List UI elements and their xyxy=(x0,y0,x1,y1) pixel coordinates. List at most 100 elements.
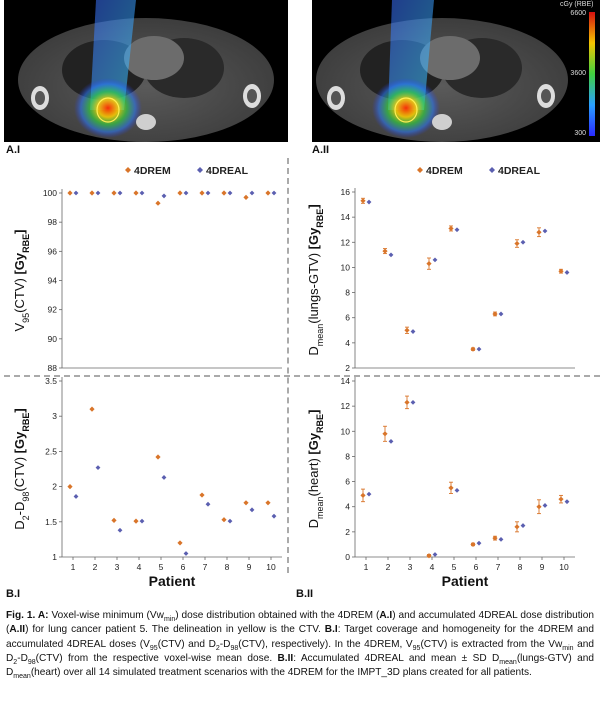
x-tick-label: 4 xyxy=(137,562,142,572)
y-tick-label: 10 xyxy=(341,262,351,272)
x-tick-label: 1 xyxy=(364,562,369,572)
x-tick-label: 6 xyxy=(474,562,479,572)
y-tick-label: 2 xyxy=(52,482,57,492)
data-point-4dreal xyxy=(366,199,372,205)
x-tick-label: 6 xyxy=(181,562,186,572)
y-tick-label: 14 xyxy=(341,212,351,222)
data-point-4dreal xyxy=(432,552,438,557)
data-point-4dreal xyxy=(476,540,482,546)
x-tick-label: 10 xyxy=(266,562,276,572)
data-point-4drem xyxy=(448,485,454,491)
y-tick-label: 100 xyxy=(43,188,57,198)
y-axis-label: V95(CTV) [GyRBE] xyxy=(12,230,31,332)
data-point-4dreal xyxy=(564,270,570,275)
x-axis-title: Patient xyxy=(149,573,196,589)
x-tick-label: 1 xyxy=(71,562,76,572)
x-tick-label: 9 xyxy=(540,562,545,572)
colorbar-tick: 3600 xyxy=(570,70,586,77)
data-point-4drem xyxy=(133,518,139,524)
data-point-4drem xyxy=(177,540,183,546)
data-point-4dreal xyxy=(249,190,255,196)
data-point-4drem xyxy=(360,198,366,204)
data-point-4drem xyxy=(111,190,117,196)
data-point-4dreal xyxy=(73,494,79,499)
x-tick-label: 3 xyxy=(408,562,413,572)
x-tick-label: 10 xyxy=(559,562,569,572)
legend-label-4dreal: 4DREAL xyxy=(206,165,249,177)
legend-marker-4dreal xyxy=(489,167,495,173)
data-point-4dreal xyxy=(161,475,167,480)
data-point-4drem xyxy=(67,484,73,490)
x-tick-label: 2 xyxy=(93,562,98,572)
data-point-4dreal xyxy=(520,239,526,245)
ct-dose-image-a2: cGy (RBE) 6600 3600 300 xyxy=(312,0,600,142)
data-point-4drem xyxy=(382,431,388,437)
data-point-4drem xyxy=(514,240,520,247)
dose-hotspot xyxy=(372,78,440,138)
y-tick-label: 1.5 xyxy=(45,517,57,527)
dose-hotspot xyxy=(74,78,142,138)
data-point-4dreal xyxy=(498,537,504,542)
legend-label-4dreal: 4DREAL xyxy=(498,165,541,177)
data-point-4dreal xyxy=(410,329,416,334)
data-point-4dreal xyxy=(249,507,255,513)
data-point-4drem xyxy=(133,190,139,196)
y-tick-label: 88 xyxy=(48,363,58,373)
data-point-4drem xyxy=(426,261,432,267)
data-point-4drem xyxy=(89,406,95,412)
y-tick-label: 4 xyxy=(345,502,350,512)
x-tick-label: 3 xyxy=(115,562,120,572)
data-point-4drem xyxy=(382,248,388,254)
data-point-4drem xyxy=(155,200,161,206)
panel-label-a2: A.II xyxy=(312,144,330,156)
panel-label-a1: A.I xyxy=(6,144,21,156)
x-tick-label: 7 xyxy=(496,562,501,572)
y-tick-label: 6 xyxy=(345,313,350,323)
data-point-4dreal xyxy=(227,190,233,196)
data-point-4dreal xyxy=(564,499,570,505)
panel-divider-vertical xyxy=(287,158,289,573)
data-point-4drem xyxy=(199,492,205,498)
data-point-4drem xyxy=(243,500,249,506)
heart xyxy=(124,36,184,80)
data-point-4dreal xyxy=(498,311,504,317)
x-tick-label: 8 xyxy=(225,562,230,572)
ctv-contour xyxy=(394,97,418,123)
y-axis-label: Dmean(heart) [GyRBE] xyxy=(306,410,325,529)
y-tick-label: 1 xyxy=(52,552,57,562)
data-point-4drem xyxy=(536,229,542,235)
legend-label-4drem: 4DREM xyxy=(426,165,463,177)
data-point-4drem xyxy=(536,504,542,510)
y-tick-label: 6 xyxy=(345,477,350,487)
ct-scan-drawing xyxy=(18,0,274,142)
data-point-4drem xyxy=(199,190,205,196)
data-point-4dreal xyxy=(271,513,277,519)
data-point-4dreal xyxy=(227,518,233,524)
data-point-4dreal xyxy=(476,346,482,352)
panel-label-b1: B.I xyxy=(6,588,21,600)
data-point-4drem xyxy=(360,492,366,498)
data-point-4drem xyxy=(265,190,271,196)
data-point-4drem xyxy=(470,541,476,548)
x-tick-label: 4 xyxy=(430,562,435,572)
y-tick-label: 96 xyxy=(48,246,58,256)
data-point-4dreal xyxy=(454,227,460,233)
data-point-4drem xyxy=(426,553,432,559)
data-point-4dreal xyxy=(205,501,211,507)
data-point-4drem xyxy=(404,327,410,333)
data-point-4dreal xyxy=(183,190,189,196)
data-point-4dreal xyxy=(117,527,123,533)
data-point-4drem xyxy=(67,190,73,196)
panel-divider-horizontal xyxy=(4,375,600,377)
data-point-4dreal xyxy=(183,551,189,556)
data-point-4drem xyxy=(243,194,249,200)
data-point-4drem xyxy=(89,190,95,196)
data-point-4dreal xyxy=(95,465,101,470)
data-point-4drem xyxy=(492,535,498,541)
y-axis-label: D2-D98(CTV) [GyRBE] xyxy=(12,408,31,529)
vertebra xyxy=(136,114,156,130)
y-axis-label: Dmean(lungs-GTV) [GyRBE] xyxy=(306,204,325,355)
colorbar xyxy=(589,12,595,136)
legend-marker-4drem xyxy=(417,167,423,173)
y-tick-label: 4 xyxy=(345,338,350,348)
